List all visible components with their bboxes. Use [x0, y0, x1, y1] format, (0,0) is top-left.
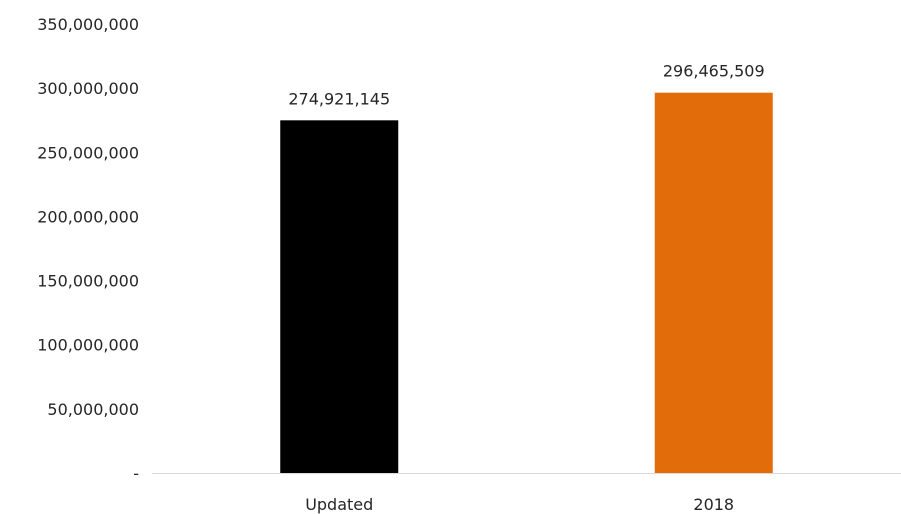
- bar-2018: [654, 92, 773, 474]
- data-label: 296,465,509: [663, 62, 765, 81]
- y-tick-label: 250,000,000: [37, 143, 139, 162]
- x-tick-label: 2018: [693, 495, 734, 514]
- y-tick-label: 150,000,000: [37, 272, 139, 291]
- bar-updated: [280, 120, 399, 474]
- y-tick-label: 200,000,000: [37, 207, 139, 226]
- y-tick-label: 350,000,000: [37, 15, 139, 34]
- y-tick-label: 100,000,000: [37, 336, 139, 355]
- y-tick-label: -: [133, 464, 139, 483]
- y-axis: - 50,000,000 100,000,000 150,000,000 200,000…: [37, 15, 139, 483]
- data-label: 274,921,145: [288, 89, 390, 108]
- y-tick-label: 50,000,000: [47, 400, 139, 419]
- x-axis: Updated 2018: [305, 495, 734, 514]
- bars: 274,921,145 296,465,509: [280, 62, 773, 474]
- y-tick-label: 300,000,000: [37, 79, 139, 98]
- x-tick-label: Updated: [305, 495, 373, 514]
